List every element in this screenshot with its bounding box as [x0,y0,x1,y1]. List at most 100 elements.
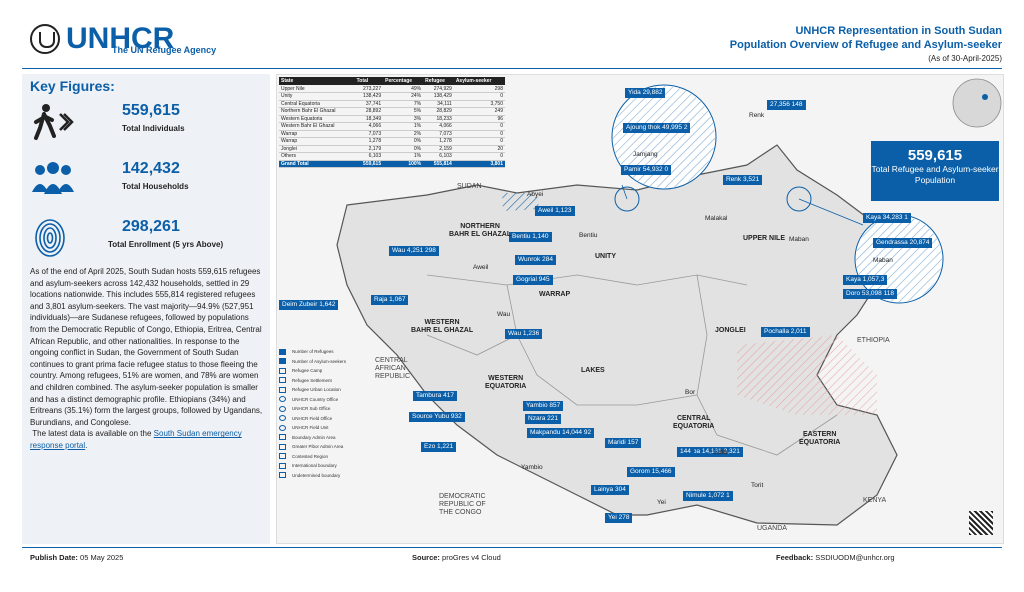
legend-symbol-icon [279,424,286,431]
table-cell: 6,103 [423,152,454,161]
table-cell: 3,750 [453,100,505,108]
narrative-link-suffix: . [85,440,88,450]
table-row: Warrap 1,278 0% 1,278 0 [279,137,505,146]
location-population-label: Kaya 34,283 1 [863,213,911,223]
table-cell: 274,929 [423,85,454,93]
publish-date: Publish Date: 05 May 2025 [30,553,123,562]
location-population-label: Maridi 157 [605,438,642,448]
table-cell: Upper Nile [279,85,355,93]
table-cell: Grand Total [279,160,355,168]
town-name-label: Jamjang [633,151,658,158]
table-cell: 100% [383,160,424,168]
location-population-label: 144 [677,447,694,457]
state-name-label: WARRAP [539,291,571,298]
table-cell: 4,066 [354,122,384,131]
table-cell: 18,233 [423,115,454,123]
legend-symbol-icon [279,405,286,412]
location-population-label: Wunrok 284 [515,255,556,265]
location-population-label: Yei 278 [605,513,633,523]
jamjang-locator-circle [614,186,640,212]
footer-divider [22,547,1002,548]
table-row: Upper Nile 273,227 49% 274,929 298 [279,85,505,93]
table-row: Western Equatoria 18,349 3% 18,233 96 [279,115,505,123]
town-name-label: Wau [497,311,511,318]
table-cell: Others [279,152,355,161]
total-population-label: Total Refugee and Asylum-seeker Populati… [871,164,999,185]
fingerprint-icon [35,219,65,257]
table-cell: 7,073 [354,130,384,138]
table-cell: 0 [453,137,505,146]
legend-label: Number of Refugees [292,349,334,355]
total-individuals-value: 559,615 [122,102,180,119]
source: Source: proGres v4 Cloud [412,553,501,562]
location-population-label: Nzara 221 [525,414,561,424]
town-name-label: Aweil [473,264,489,271]
legend-label: UNHCR Country Office [292,396,339,402]
total-population-box: 559,615 Total Refugee and Asylum-seeker … [871,141,999,201]
report-header: UNHCR Representation in South Sudan Popu… [730,24,1002,66]
table-cell: Warrap [279,130,355,138]
town-name-label: Malakal [705,215,728,222]
location-population-label: Wau 4,251 298 [389,246,439,256]
legend-item: Greater Pibor Admin Area [279,442,379,452]
location-population-label: Wau 1,236 [505,329,543,339]
legend-item: Undetermined boundary [279,471,379,481]
table-cell: 3,801 [453,160,505,168]
location-population-label: Nimule 1,072 1 [683,491,733,501]
report-title: UNHCR Representation in South Sudan [795,25,1002,37]
logo-name: UNHCR [66,22,175,55]
table-cell: Jonglei [279,145,355,153]
report-subtitle: Population Overview of Refugee and Asylu… [729,39,1002,51]
narrative-body: As of the end of April 2025, South Sudan… [30,267,263,427]
location-population-label: Pamir 54,932 0 [621,165,672,175]
town-name-label: Bentiu [579,232,598,239]
location-population-label: Juba 14,161 3,321 [683,447,743,457]
town-name-label: Maban [789,236,809,243]
legend-symbol-icon [279,396,286,403]
source-value: proGres v4 Cloud [442,553,501,562]
legend-symbol-icon [279,453,286,460]
town-name-label: Abyei [527,191,544,198]
state-name-label: WESTERN EQUATORIA [485,375,527,390]
legend-label: Refugee Settlement [292,377,332,383]
legend-item: Refugee Urban Location [279,385,379,395]
table-row: Jonglei 2,179 0% 2,159 20 [279,145,505,153]
table-header: Total [354,77,384,85]
total-households-value: 142,432 [122,160,180,177]
legend-symbol-icon [279,415,286,422]
legend-label: Greater Pibor Admin Area [292,444,344,450]
legend-label: Number of Asylum-seekers [292,358,347,364]
country-name-label: UGANDA [757,525,787,532]
key-figure-individuals: 559,615 Total Individuals [22,98,270,148]
table-cell: 555,814 [423,160,454,168]
table-total-row: Grand Total 559,615 100% 555,814 3,801 [279,160,505,168]
location-population-label: Deim Zubeir 1,642 [279,300,339,310]
legend-label: UNHCR Sub Office [292,406,331,412]
legend-item: UNHCR Sub Office [279,404,379,414]
table-cell: 2,159 [423,145,454,153]
qr-code-icon[interactable] [969,511,993,535]
legend-label: UNHCR Field Unit [292,425,329,431]
feedback-label: Feedback: [776,553,814,562]
feedback-email[interactable]: SSDIUODM@unhcr.org [815,553,895,562]
location-population-label: Bentiu 1,140 [509,232,552,242]
total-enrollment-label: Total Enrollment (5 yrs Above) [108,240,224,249]
table-cell: 28,892 [354,107,384,116]
location-population-label: Lainya 304 [591,485,629,495]
table-cell: 138,429 [354,92,384,101]
town-name-label: Yambio [521,464,543,471]
country-name-label: SUDAN [457,183,482,190]
legend-item: International boundary [279,461,379,471]
table-header: State [279,77,355,85]
legend-item: Contested Region [279,452,379,462]
state-name-label: EASTERN EQUATORIA [799,431,841,446]
emergency-portal-link[interactable]: South Sudan emergency response portal [30,429,242,450]
key-figure-households: 142,432 Total Households [22,156,270,206]
legend-symbol-icon [279,462,286,469]
table-row: Central Equatoria 37,741 7% 34,111 3,750 [279,100,505,108]
table-cell: 1,278 [354,137,384,146]
map-panel: State Total Percentage Refugee Asylum-seeker… [276,74,1004,544]
table-cell: 24% [383,92,424,101]
table-cell: 1% [383,152,424,161]
location-population-label: Ajoung thok 49,995 2 [623,123,691,133]
